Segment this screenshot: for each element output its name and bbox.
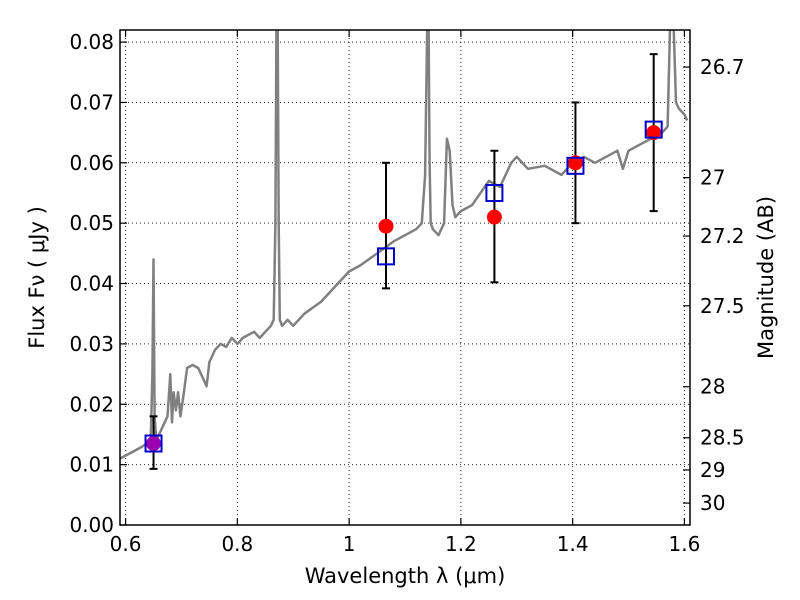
y-right-tick-label: 27 bbox=[700, 166, 725, 190]
x-tick-label: 1.2 bbox=[445, 532, 477, 556]
y-tick-label: 0.05 bbox=[69, 211, 114, 235]
y-tick-label: 0.06 bbox=[69, 151, 114, 175]
model-square bbox=[566, 156, 585, 175]
flux-point bbox=[567, 155, 583, 171]
model-square bbox=[377, 247, 395, 266]
y-tick-label: 0.04 bbox=[69, 272, 114, 296]
x-tick-label: 1.6 bbox=[669, 532, 701, 556]
model-square bbox=[485, 183, 504, 202]
axis-ticks: 0.6 0.8 1 1.2 1.4 1.6 0.00 0.01 0.02 0.03 0.04 0.05… bbox=[69, 30, 745, 556]
y-tick-label: 0.07 bbox=[69, 90, 114, 114]
x-axis-label: Wavelength λ (μm) bbox=[305, 564, 506, 588]
flux-point bbox=[146, 436, 162, 452]
x-tick-label: 0.8 bbox=[221, 532, 253, 556]
data-markers bbox=[144, 53, 663, 470]
y-axis-label: Flux Fν ( μJy ) bbox=[25, 206, 49, 349]
x-tick-label: 0.6 bbox=[110, 532, 142, 556]
flux-point bbox=[646, 125, 662, 141]
y-tick-label: 0.00 bbox=[69, 513, 114, 537]
x-tick-label: 1.4 bbox=[557, 532, 589, 556]
y-right-tick-label: 26.7 bbox=[700, 55, 745, 79]
y-tick-label: 0.02 bbox=[69, 392, 114, 416]
plot-area bbox=[120, 30, 689, 460]
spectrum-line bbox=[120, 30, 689, 460]
y-tick-label: 0.08 bbox=[69, 30, 114, 54]
y-right-tick-label: 28 bbox=[700, 375, 725, 399]
model-square bbox=[644, 120, 663, 139]
flux-point bbox=[378, 218, 394, 234]
y-right-tick-label: 28.5 bbox=[700, 426, 745, 450]
grid-lines bbox=[120, 30, 690, 526]
y-axis-right-label: Magnitude (AB) bbox=[754, 196, 778, 359]
y-tick-label: 0.01 bbox=[69, 453, 114, 477]
axes-frame bbox=[119, 29, 691, 526]
model-square bbox=[144, 434, 163, 453]
y-right-tick-label: 29 bbox=[700, 458, 725, 482]
y-right-tick-label: 27.2 bbox=[700, 224, 745, 248]
y-tick-label: 0.03 bbox=[69, 332, 114, 356]
y-right-tick-label: 30 bbox=[700, 491, 725, 515]
flux-point bbox=[486, 209, 502, 225]
y-right-tick-label: 27.5 bbox=[700, 294, 745, 318]
x-tick-label: 1 bbox=[343, 532, 356, 556]
